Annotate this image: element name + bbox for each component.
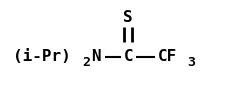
Text: (i-Pr): (i-Pr) — [13, 49, 70, 64]
Text: CF: CF — [158, 49, 177, 64]
Text: 2: 2 — [82, 56, 90, 69]
Text: 3: 3 — [187, 56, 195, 69]
Text: N: N — [91, 49, 101, 64]
Text: S: S — [123, 10, 133, 25]
Text: C: C — [123, 49, 133, 64]
